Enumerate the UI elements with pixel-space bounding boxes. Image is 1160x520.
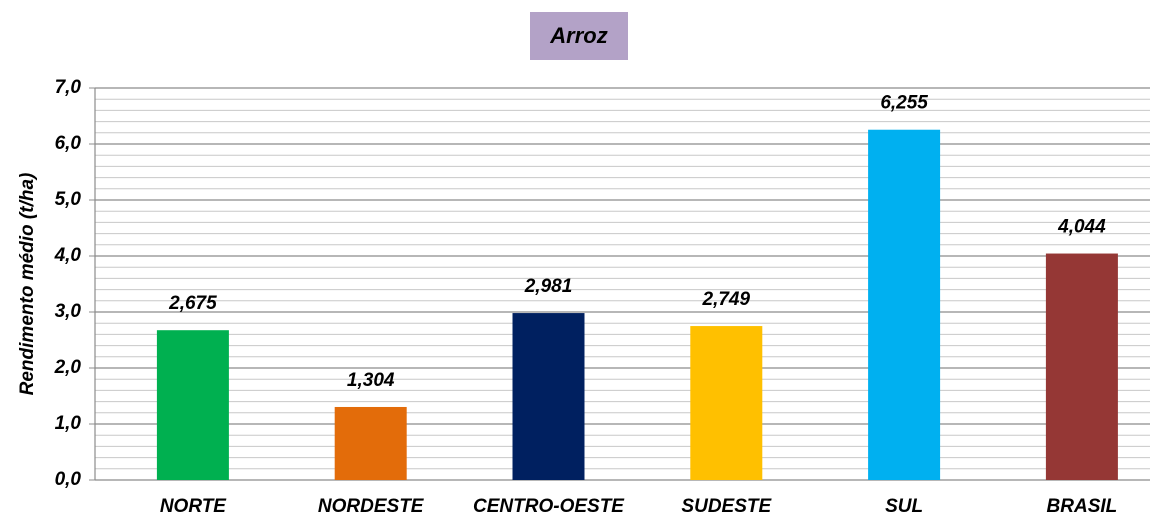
x-tick-label: NORTE <box>160 496 227 517</box>
x-tick-label: SUDESTE <box>681 496 772 517</box>
x-tick-label: BRASIL <box>1047 496 1118 517</box>
x-tick-label: SUL <box>885 496 923 517</box>
bar <box>334 406 407 480</box>
y-tick-label: 4,0 <box>54 245 82 266</box>
y-tick-label: 7,0 <box>55 77 82 98</box>
value-label: 2,981 <box>524 276 573 297</box>
value-label: 2,675 <box>168 293 217 314</box>
title-box <box>530 12 628 60</box>
bar <box>690 326 763 480</box>
value-label: 1,304 <box>347 370 395 391</box>
y-tick-label: 3,0 <box>55 301 82 322</box>
bar <box>868 129 941 480</box>
value-label: 2,749 <box>702 289 751 310</box>
y-tick-label: 5,0 <box>55 189 82 210</box>
y-axis-label: Rendimento médio (t/ha) <box>17 173 38 396</box>
x-tick-label: NORDESTE <box>318 496 425 517</box>
bar <box>156 330 229 480</box>
chart-title: Arroz <box>549 23 607 48</box>
value-label: 6,255 <box>880 93 928 114</box>
y-tick-label: 2,0 <box>54 357 82 378</box>
value-label: 4,044 <box>1057 217 1106 238</box>
y-tick-label: 1,0 <box>55 413 82 434</box>
bar <box>1045 253 1118 480</box>
x-tick-label: CENTRO-OESTE <box>473 496 625 517</box>
bar <box>512 313 585 480</box>
y-tick-label: 0,0 <box>55 469 82 490</box>
y-tick-label: 6,0 <box>55 133 82 154</box>
